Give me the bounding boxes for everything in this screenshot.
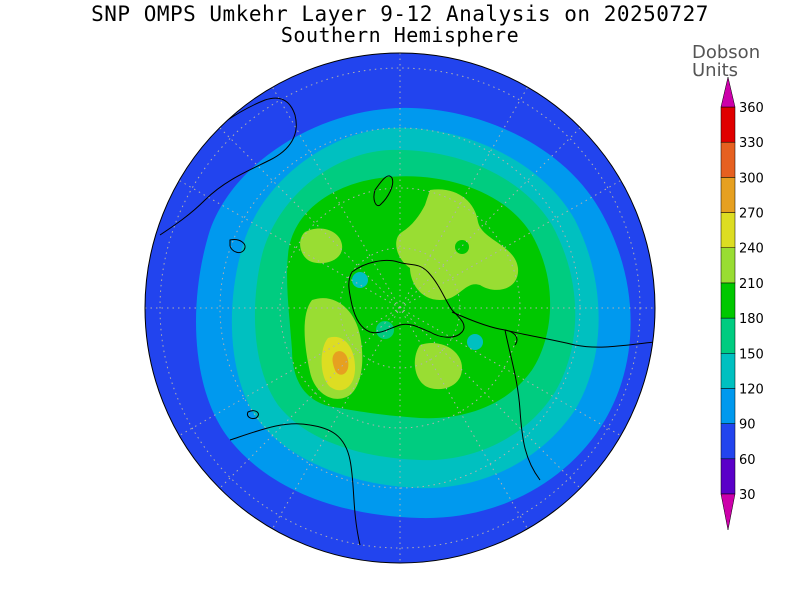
colorbar-tick-label: 240 xyxy=(739,242,764,257)
australia-coast xyxy=(159,97,297,236)
africa-coast xyxy=(229,423,361,546)
colorbar-tick-label: 180 xyxy=(739,312,764,327)
colorbar: 30 60 90 120 150 180 210 240 270 300 330 360 xyxy=(720,76,764,531)
map-title: SNP OMPS Umkehr Layer 9-12 Analysis on 2… xyxy=(91,2,709,26)
map-subtitle: Southern Hemisphere xyxy=(280,23,520,47)
colorbar-tick-label: 150 xyxy=(739,347,764,362)
map-border xyxy=(144,52,656,564)
south-america-coast xyxy=(504,329,655,481)
colorbar-segment xyxy=(720,458,736,495)
colorbar-tick-label: 270 xyxy=(739,207,764,222)
colorbar-tick-label: 210 xyxy=(739,277,764,292)
colorbar-tick-label: 120 xyxy=(739,382,764,397)
legend-title-line2: Units xyxy=(692,60,738,81)
colorbar-tick-label: 90 xyxy=(739,418,756,433)
legend-title-line1: Dobson xyxy=(692,42,760,63)
contour-low-spot-b xyxy=(352,272,368,288)
colorbar-segment xyxy=(720,141,736,178)
contour-low-spot-a xyxy=(455,240,469,254)
colorbar-segment xyxy=(720,106,736,143)
colorbar-segment xyxy=(720,353,736,389)
colorbar-tick-label: 360 xyxy=(739,101,764,116)
antarctica-coast xyxy=(348,259,465,338)
tasmania-coast xyxy=(229,239,246,254)
colorbar-segment xyxy=(720,177,736,213)
colorbar-under-arrow xyxy=(720,493,736,531)
ozone-field xyxy=(145,53,655,563)
colorbar-segment xyxy=(720,423,736,460)
colorbar-segment xyxy=(720,317,736,354)
contour-210-b xyxy=(300,228,343,264)
colorbar-tick-label: 30 xyxy=(739,488,756,503)
contour-low-spot-d xyxy=(467,334,483,350)
colorbar-tick-label: 300 xyxy=(739,171,764,186)
colorbar-over-arrow xyxy=(720,76,736,108)
colorbar-segment xyxy=(720,212,736,248)
coastlines xyxy=(159,97,655,546)
contour-low-spot-c xyxy=(376,321,394,339)
colorbar-tick-label: 60 xyxy=(739,453,756,468)
graticule xyxy=(145,53,655,563)
colorbar-segment xyxy=(720,388,736,424)
new-zealand-coast xyxy=(373,175,394,207)
colorbar-segment xyxy=(720,282,736,319)
colorbar-segment xyxy=(720,247,736,284)
kerguelen-coast xyxy=(247,410,259,419)
contour-210-d xyxy=(414,342,462,390)
colorbar-tick-label: 330 xyxy=(739,136,764,151)
contour-270 xyxy=(332,351,349,375)
